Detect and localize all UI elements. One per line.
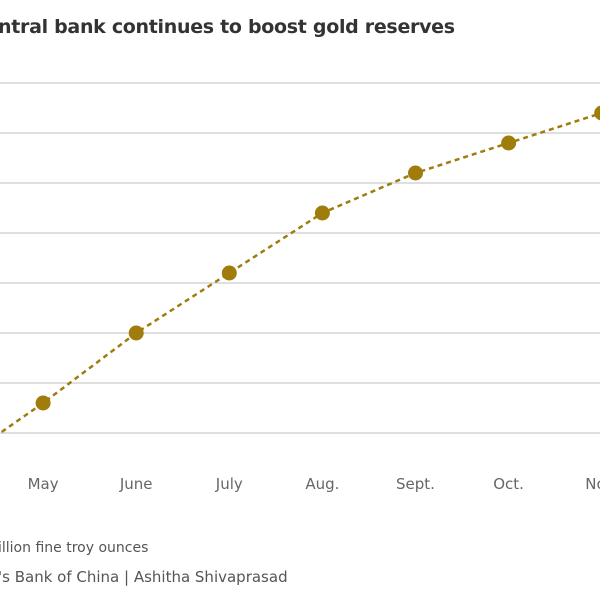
chart-title: ntral bank continues to boost gold reser… <box>0 16 455 38</box>
data-point <box>221 265 237 281</box>
data-point <box>501 135 517 151</box>
data-point <box>408 165 423 181</box>
data-point <box>35 395 51 411</box>
x-tick-label: July <box>215 475 243 493</box>
series-line <box>0 112 600 435</box>
unit-note: illion fine troy ounces <box>0 540 149 556</box>
source-note: 's Bank of China | Ashitha Shivaprasad <box>0 568 288 586</box>
x-tick-label: June <box>119 475 153 493</box>
data-point <box>128 325 144 341</box>
x-tick-label: Oct. <box>493 475 524 493</box>
data-point <box>314 205 330 221</box>
x-tick-label: Aug. <box>305 475 339 493</box>
x-tick-label: Sept. <box>396 475 435 493</box>
data-point <box>594 105 600 121</box>
x-tick-label: May <box>28 475 59 493</box>
x-tick-label: Nov. <box>585 475 600 493</box>
